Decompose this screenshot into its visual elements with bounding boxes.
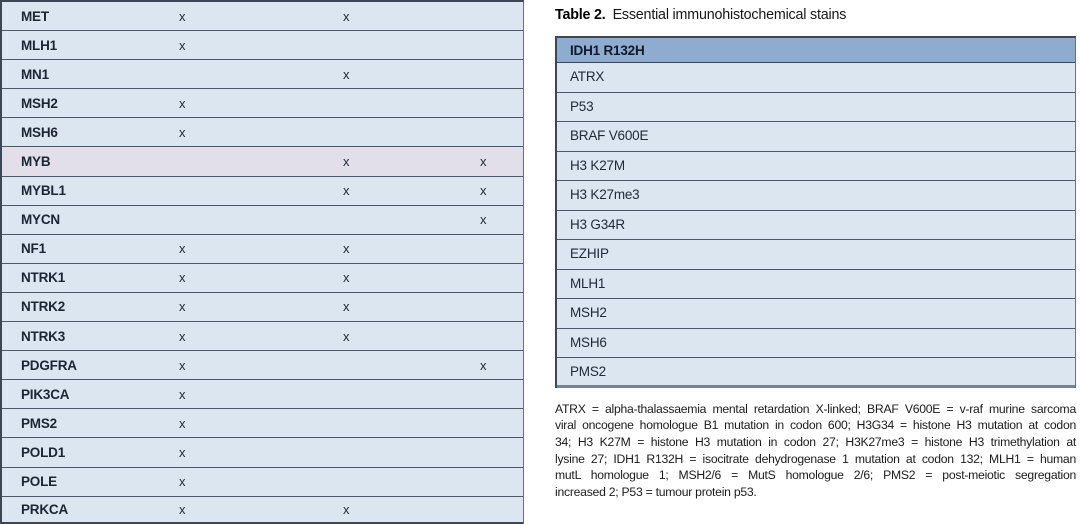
footnote-line: mutL homologue 1; MSH2/6 = MutS homologu… [555, 468, 1076, 483]
mark-cell: x [343, 241, 350, 257]
gene-row: MET x x [2, 2, 523, 32]
mark-cell: x [179, 415, 186, 431]
mark-cell: x [343, 8, 350, 24]
gene-name: MSH6 [21, 124, 58, 140]
gene-row: NTRK1 x x [2, 263, 523, 293]
mark-cell: x [179, 124, 186, 140]
mark-cell: x [480, 154, 487, 170]
gene-name: PIK3CA [21, 386, 70, 402]
gene-row: NF1 x x [2, 234, 523, 264]
mark-cell: x [179, 8, 186, 24]
gene-name: PRKCA [21, 501, 69, 517]
gene-row: PMS2 x [2, 409, 523, 439]
mark-cell: x [179, 474, 186, 490]
stain-row: PMS2 [557, 358, 1075, 388]
mark-cell: x [179, 444, 186, 460]
mark-cell: x [179, 241, 186, 257]
gene-row: NTRK2 x x [2, 292, 523, 323]
mark-cell: x [343, 501, 350, 517]
gene-name: MLH1 [21, 37, 57, 53]
stain-row: H3 K27M [557, 151, 1075, 181]
stain-row: P53 [557, 92, 1075, 122]
table2-panel: Table 2. Essential immunohistochemical st… [555, 0, 1076, 501]
footnote-line: 34; H3 K27M = histone H3 mutation in cod… [555, 434, 1076, 449]
gene-name: PMS2 [21, 415, 57, 431]
mark-cell: x [480, 212, 487, 228]
mark-cell: x [343, 328, 350, 344]
gene-name: NF1 [21, 241, 46, 257]
ihc-table-body: ATRX P53 BRAF V600E H3 K27M H3 K27me3 H3 G34R… [557, 63, 1075, 388]
mark-cell: x [179, 299, 186, 315]
stain-row: MLH1 [557, 269, 1075, 299]
stain-row: H3 K27me3 [557, 181, 1075, 211]
gene-row: NTRK3 x x [2, 322, 523, 352]
mark-cell: x [179, 270, 186, 286]
gene-row: PRKCA x x [2, 496, 523, 524]
mark-cell: x [343, 299, 350, 315]
mark-cell: x [179, 357, 186, 373]
gene-name: NTRK3 [21, 328, 66, 344]
gene-row: MYCN x [2, 205, 523, 235]
table2-label: Table 2. [555, 7, 606, 23]
gene-row: MLH1 x [2, 31, 523, 61]
footnote-line: lysine 27; IDH1 R132H = isocitrate dehyd… [555, 451, 1076, 466]
ihc-stains-table: IDH1 R132H ATRX P53 BRAF V600E H3 K27M H3 K2… [555, 36, 1076, 388]
mark-cell: x [343, 183, 350, 199]
gene-name: MSH2 [21, 95, 58, 111]
gene-name: MYCN [21, 212, 60, 228]
mark-cell: x [179, 501, 186, 517]
gene-row: MYBL1 x x [2, 176, 523, 206]
gene-name: PDGFRA [21, 357, 77, 373]
gene-name: MN1 [21, 66, 49, 82]
mark-cell: x [343, 270, 350, 286]
gene-name: MYBL1 [21, 183, 66, 199]
gene-row: PDGFRA x x [2, 351, 523, 381]
gene-name: MET [21, 8, 49, 24]
mark-cell: x [480, 183, 487, 199]
mark-cell: x [179, 386, 186, 402]
mark-cell: x [179, 95, 186, 111]
gene-row: POLD1 x [2, 438, 523, 468]
footnote-line: ATRX = alpha-thalassaemia mental retarda… [555, 401, 1076, 416]
table2-caption-text: Essential immunohistochemical stains [612, 7, 847, 23]
gene-mutation-table: MET x x MLH1 x MN1 x MSH2 x MSH6 x MYB x x MYBL1 x x MYCN… [0, 0, 524, 524]
gene-name: POLE [21, 474, 57, 490]
gene-name: NTRK2 [21, 299, 66, 315]
gene-row: PIK3CA x [2, 380, 523, 410]
mark-cell: x [343, 154, 350, 170]
table2-caption: Table 2. Essential immunohistochemical st… [555, 7, 1076, 23]
stain-row: EZHIP [557, 240, 1075, 270]
gene-row: MSH6 x [2, 118, 523, 148]
gene-row: MYB x x [2, 147, 523, 177]
gene-name: NTRK1 [21, 270, 66, 286]
gene-row: MSH2 x [2, 89, 523, 119]
table2-footnote: ATRX = alpha-thalassaemia mental retarda… [555, 401, 1076, 501]
stain-row: MSH6 [557, 328, 1075, 358]
mark-cell: x [179, 328, 186, 344]
gene-name: POLD1 [21, 444, 66, 460]
gene-row: MN1 x [2, 60, 523, 90]
mark-cell: x [179, 37, 186, 53]
footnote-line: increased 2; P53 = tumour protein p53. [555, 485, 757, 500]
gene-name: MYB [21, 154, 51, 170]
stain-row: H3 G34R [557, 210, 1075, 240]
mark-cell: x [480, 357, 487, 373]
gene-row: POLE x [2, 467, 523, 497]
footnote-line: viral oncogene homologue B1 mutation in … [555, 418, 1076, 433]
stain-row: MSH2 [557, 299, 1075, 329]
ihc-table-header-row: IDH1 R132H [557, 38, 1075, 63]
stain-row: BRAF V600E [557, 122, 1075, 152]
stain-row: ATRX [557, 63, 1075, 93]
mark-cell: x [343, 66, 350, 82]
